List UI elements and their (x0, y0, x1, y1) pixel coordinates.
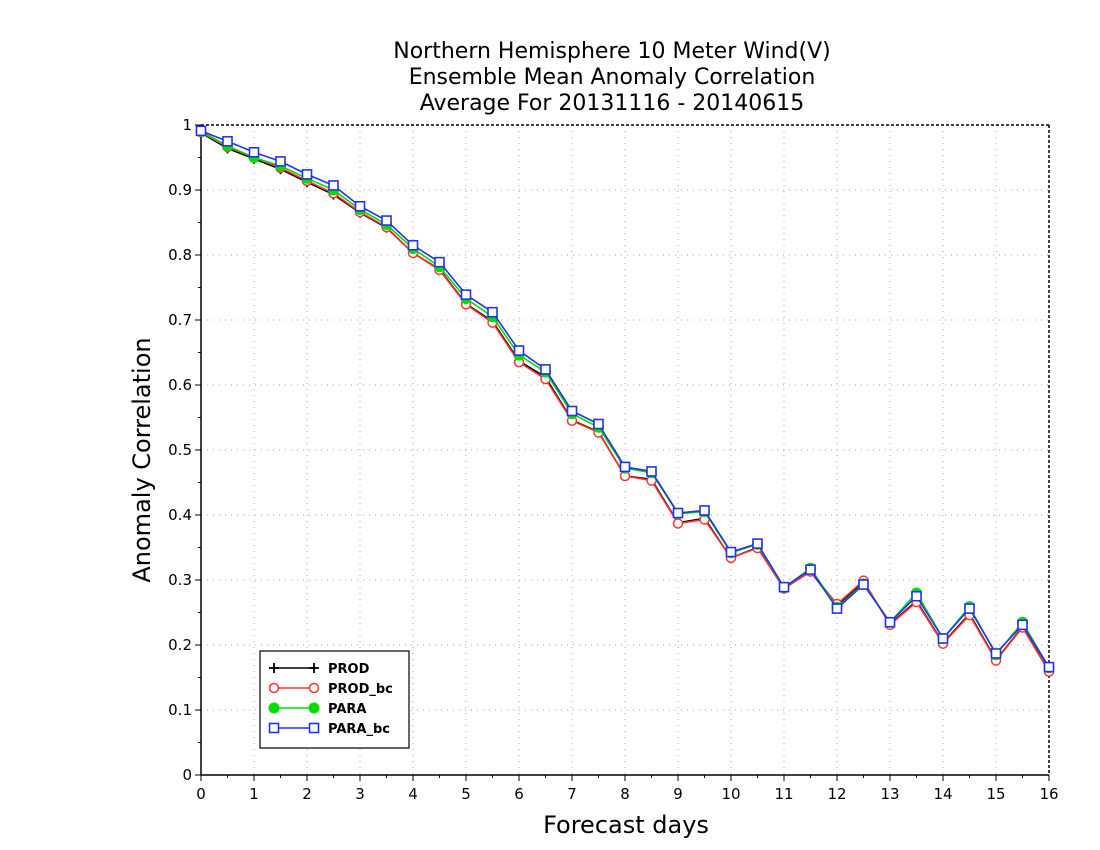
grid (201, 125, 1049, 775)
legend-marker (268, 682, 280, 694)
data-point-para-bc (195, 125, 207, 137)
legend-marker (308, 702, 320, 714)
data-point-para-bc (222, 135, 233, 147)
series-para-bc (195, 125, 1055, 673)
data-point-para-bc (937, 633, 949, 644)
legend-label: PARA_bc (328, 722, 390, 737)
x-tick-label: 4 (408, 785, 418, 803)
y-tick-label: 0.9 (168, 181, 192, 199)
x-tick-label: 7 (567, 785, 577, 803)
y-tick-label: 0.2 (168, 636, 192, 654)
data-point-para-bc (911, 590, 922, 602)
legend-item-prod-bc: PROD_bc (268, 682, 393, 697)
y-tick-label: 1 (182, 116, 192, 134)
legend-item-prod: PROD (269, 662, 370, 677)
data-point-para-bc (990, 648, 1002, 659)
data-point-para-bc (407, 239, 419, 251)
data-point-para-bc (354, 200, 366, 212)
data-point-para-bc (460, 289, 472, 300)
x-tick-label: 1 (249, 785, 259, 803)
data-point-para-bc (646, 466, 657, 477)
legend: PROD PROD_bc PARA PARA_bc (259, 650, 410, 749)
chart-title-line: Ensemble Mean Anomaly Correlation (409, 65, 816, 90)
y-tick-label: 0.8 (168, 246, 192, 264)
legend-marker (269, 663, 279, 673)
y-tick-label: 0.6 (168, 376, 192, 394)
x-tick-label: 5 (461, 785, 471, 803)
x-tick-label: 6 (514, 785, 524, 803)
axes: 0 1 2 3 4 5 6 7 8 9 10 11 12 13 14 15 1600.10.20.30.40.5… (168, 116, 1058, 803)
legend-marker (308, 682, 320, 694)
y-tick-label: 0.1 (168, 701, 192, 719)
legend-marker (309, 663, 319, 673)
x-tick-label: 15 (986, 785, 1005, 803)
data-point-para-bc (248, 147, 260, 158)
data-point-para-bc (434, 256, 445, 268)
data-point-para-bc (778, 581, 790, 593)
x-tick-label: 8 (620, 785, 630, 803)
data-point-para-bc (752, 538, 763, 549)
data-point-para-bc (805, 564, 816, 575)
data-point-prod-bc (672, 518, 684, 529)
data-point-para-bc (593, 418, 604, 430)
data-point-para-bc (964, 603, 975, 614)
data-point-para-bc (275, 156, 286, 167)
data-point-para-bc (725, 546, 737, 558)
x-tick-label: 9 (673, 785, 683, 803)
y-tick-label: 0.5 (168, 441, 192, 459)
x-tick-label: 2 (302, 785, 312, 803)
x-tick-label: 16 (1039, 785, 1058, 803)
x-axis-label: Forecast days (543, 811, 709, 839)
legend-marker (268, 722, 280, 734)
chart-title: Northern Hemisphere 10 Meter Wind(V)Ense… (393, 39, 831, 116)
x-tick-label: 0 (196, 785, 206, 803)
x-tick-label: 12 (827, 785, 846, 803)
y-tick-label: 0 (182, 766, 192, 784)
chart-title-line: Average For 20131116 - 20140615 (420, 91, 805, 116)
data-point-para-bc (566, 405, 578, 417)
data-point-para-bc (1043, 661, 1055, 673)
legend-marker (308, 722, 320, 734)
x-tick-label: 13 (880, 785, 899, 803)
data-point-para-bc (381, 215, 392, 226)
data-series (195, 125, 1055, 677)
y-tick-label: 0.4 (168, 506, 192, 524)
x-tick-label: 11 (774, 785, 793, 803)
x-tick-label: 10 (721, 785, 740, 803)
x-tick-label: 14 (933, 785, 952, 803)
data-point-para-bc (831, 603, 843, 614)
data-point-para-bc (487, 306, 498, 318)
data-point-para-bc (301, 169, 313, 180)
legend-marker (268, 702, 280, 714)
data-point-para-bc (328, 180, 339, 191)
data-point-para-bc (1017, 619, 1028, 631)
y-tick-label: 0.7 (168, 311, 192, 329)
chart-title-line: Northern Hemisphere 10 Meter Wind(V) (393, 39, 831, 64)
legend-label: PARA (328, 702, 366, 717)
data-point-para-bc (513, 345, 525, 356)
legend-label: PROD (328, 662, 370, 677)
legend-label: PROD_bc (328, 682, 393, 697)
data-point-para-bc (884, 616, 896, 628)
data-point-para-bc (699, 505, 710, 516)
x-tick-label: 3 (355, 785, 365, 803)
y-tick-label: 0.3 (168, 571, 192, 589)
data-point-para-bc (672, 507, 684, 519)
legend-box (259, 650, 410, 749)
legend-item-para-bc: PARA_bc (268, 722, 390, 737)
y-axis-label: Anomaly Correlation (128, 337, 156, 582)
data-point-para-bc (858, 579, 869, 590)
legend-item-para: PARA (268, 702, 366, 717)
data-point-para-bc (540, 364, 551, 375)
data-point-para-bc (619, 461, 631, 473)
